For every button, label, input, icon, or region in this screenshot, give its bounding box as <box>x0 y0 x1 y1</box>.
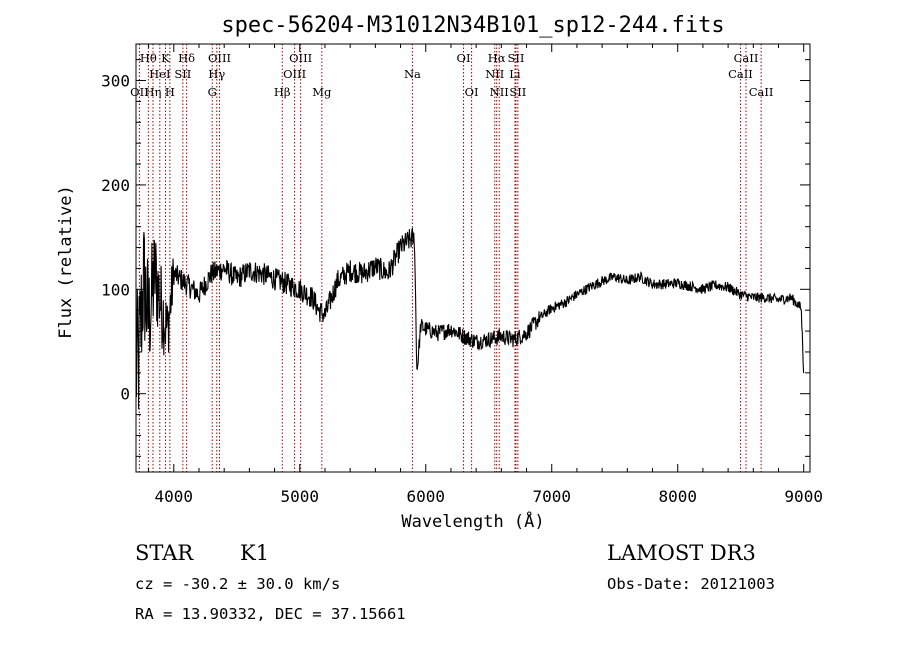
x-tick-label: 9000 <box>784 487 823 506</box>
x-axis-label: Wavelength (Å) <box>401 510 544 532</box>
spectral-line-label: Li <box>509 67 521 81</box>
spectral-line-label: Hθ <box>140 51 157 65</box>
spectral-line-label: SII <box>509 85 526 99</box>
spectral-line-label: HeI <box>149 67 170 81</box>
spectral-line-label: Na <box>404 67 421 81</box>
obs-date-text: Obs-Date: 20121003 <box>607 575 775 593</box>
y-axis-ticks: 0 100 200 300 <box>101 59 810 457</box>
survey-name: LAMOST DR3 <box>607 541 756 565</box>
spectral-line-label: G <box>208 85 217 99</box>
x-axis-ticks: 4000 5000 6000 7000 8000 9000 <box>148 44 823 506</box>
spectral-line-label: K <box>161 51 170 65</box>
spectral-line-label: Hβ <box>274 85 291 99</box>
spectral-line-label: OIII <box>208 51 231 65</box>
y-tick-label: 300 <box>101 72 130 91</box>
spectral-line-label: OI <box>457 51 471 65</box>
spectrum-line <box>135 227 805 410</box>
spectral-line-labels: OII Hθ Hη HeI K H SII Hδ G Hγ OIII Hβ OIII OIII Mg Na OI… <box>130 51 773 99</box>
y-tick-label: 200 <box>101 176 130 195</box>
spectral-line-label: Hγ <box>208 67 225 81</box>
y-tick-label: 0 <box>120 385 130 404</box>
spectral-line-label: Hδ <box>178 51 195 65</box>
spectral-line-label: CaII <box>728 67 753 81</box>
object-class: STAR <box>135 541 194 565</box>
y-axis-label: Flux (relative) <box>56 185 76 339</box>
x-tick-label: 7000 <box>532 487 571 506</box>
y-tick-label: 100 <box>101 280 130 299</box>
plot-frame <box>135 43 811 473</box>
spectral-line-label: NII <box>485 67 504 81</box>
spectral-line-markers <box>138 44 762 472</box>
x-tick-label: 8000 <box>658 487 697 506</box>
spectral-line-label: OIII <box>289 51 312 65</box>
spectral-line-label: SII <box>174 67 191 81</box>
spectral-line-label: NII <box>490 85 509 99</box>
x-tick-label: 6000 <box>406 487 445 506</box>
redshift-text: cz = -30.2 ± 30.0 km/s <box>135 575 340 593</box>
spectral-line-label: Hη <box>145 85 162 99</box>
object-subclass: K1 <box>240 541 269 565</box>
spectral-line-label: CaII <box>749 85 774 99</box>
spectral-line-label: CaII <box>734 51 759 65</box>
chart-title: spec-56204-M31012N34B101_sp12-244.fits <box>221 13 724 38</box>
spectral-line-label: OIII <box>283 67 306 81</box>
spectral-line-label: OI <box>465 85 479 99</box>
coords-text: RA = 13.90332, DEC = 37.15661 <box>135 605 406 623</box>
x-tick-label: 5000 <box>281 487 320 506</box>
spectral-line-label: SII <box>507 51 524 65</box>
x-tick-label: 4000 <box>155 487 194 506</box>
spectral-line-label: OII <box>130 85 149 99</box>
spectral-line-label: Mg <box>312 85 332 99</box>
spectral-line-label: Hα <box>488 51 506 65</box>
spectral-line-label: H <box>165 85 175 99</box>
